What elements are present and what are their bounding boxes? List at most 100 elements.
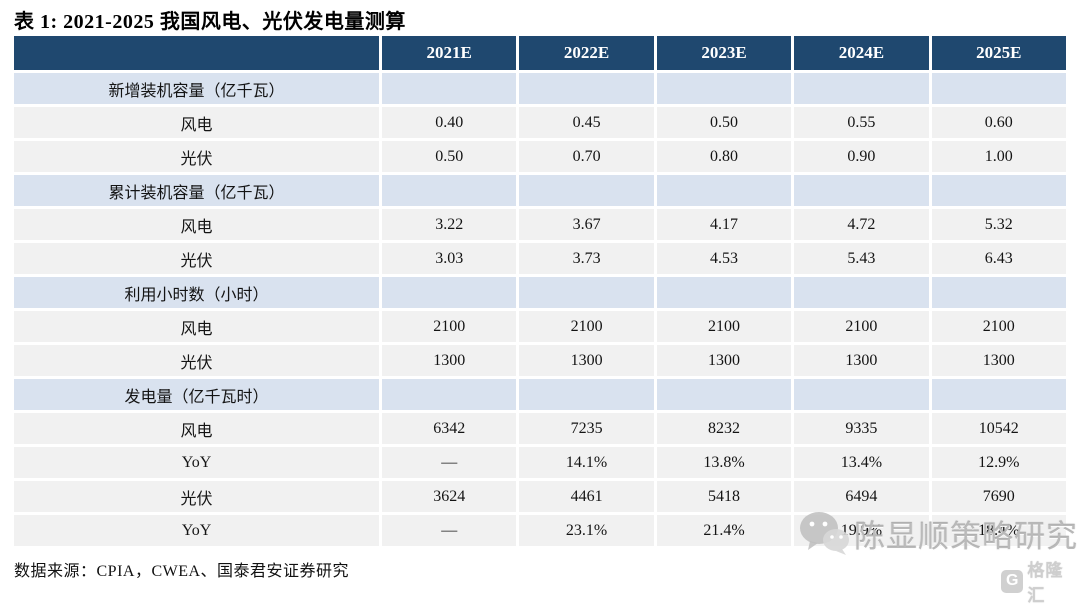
cell-value: 0.50: [656, 107, 792, 138]
header-cell-year: 2023E: [656, 36, 792, 70]
cell-value: 5.32: [931, 209, 1066, 240]
cell-value: [382, 379, 517, 410]
cell-value: 23.1%: [519, 515, 654, 546]
cell-value: [656, 379, 792, 410]
cell-value: 1300: [382, 345, 517, 376]
cell-value: 21.4%: [656, 515, 792, 546]
cell-value: 7690: [931, 481, 1066, 512]
section-label: 累计装机容量（亿千瓦）: [14, 175, 379, 206]
cell-value: 12.9%: [931, 447, 1066, 478]
cell-value: 8232: [656, 413, 792, 444]
table-row-section: 新增装机容量（亿千瓦）: [14, 73, 1066, 104]
table-row: 风电 3.22 3.67 4.17 4.72 5.32: [14, 209, 1066, 240]
cell-value: [656, 175, 792, 206]
cell-value: 3.73: [519, 243, 654, 274]
data-source-note: 数据来源：CPIA，CWEA、国泰君安证券研究: [14, 563, 350, 580]
table-row: 风电 2100 2100 2100 2100 2100: [14, 311, 1066, 342]
cell-value: 0.60: [931, 107, 1066, 138]
cell-value: [382, 277, 517, 308]
cell-value: 1300: [519, 345, 654, 376]
row-label: 光伏: [14, 345, 379, 376]
cell-value: [656, 277, 792, 308]
cell-value: [656, 73, 792, 104]
row-label: YoY: [14, 447, 379, 478]
table-row: YoY — 23.1% 21.4% 19.9% 18.4%: [14, 515, 1066, 546]
cell-value: [519, 175, 654, 206]
cell-value: 4.53: [656, 243, 792, 274]
cell-value: 1300: [656, 345, 792, 376]
cell-value: [519, 379, 654, 410]
cell-value: [519, 73, 654, 104]
cell-value: 1300: [931, 345, 1066, 376]
data-table: 2021E 2022E 2023E 2024E 2025E 新增装机容量（亿千瓦…: [14, 36, 1066, 549]
section-label: 发电量（亿千瓦时）: [14, 379, 379, 410]
cell-value: 0.80: [656, 141, 792, 172]
cell-value: 6494: [794, 481, 929, 512]
cell-value: 2100: [656, 311, 792, 342]
cell-value: 1.00: [931, 141, 1066, 172]
cell-value: [931, 379, 1066, 410]
table-row: 光伏 3624 4461 5418 6494 7690: [14, 481, 1066, 512]
row-label: 光伏: [14, 141, 379, 172]
gelonghui-icon: G: [1001, 569, 1024, 593]
row-label: 风电: [14, 311, 379, 342]
table-row: 风电 6342 7235 8232 9335 10542: [14, 413, 1066, 444]
table-row-section: 利用小时数（小时）: [14, 277, 1066, 308]
cell-value: 1300: [794, 345, 929, 376]
cell-value: 3.22: [382, 209, 517, 240]
table-row-section: 累计装机容量（亿千瓦）: [14, 175, 1066, 206]
cell-value: 3.03: [382, 243, 517, 274]
cell-value: [519, 277, 654, 308]
table-row: 光伏 3.03 3.73 4.53 5.43 6.43: [14, 243, 1066, 274]
cell-value: [794, 379, 929, 410]
cell-value: 0.45: [519, 107, 654, 138]
cell-value: 0.40: [382, 107, 517, 138]
gelonghui-logo-text: 格隆汇: [1027, 561, 1064, 605]
cell-value: [931, 277, 1066, 308]
cell-value: [931, 175, 1066, 206]
cell-value: 2100: [931, 311, 1066, 342]
cell-value: 7235: [519, 413, 654, 444]
cell-value: 6342: [382, 413, 517, 444]
cell-value: [794, 73, 929, 104]
cell-value: 13.4%: [794, 447, 929, 478]
row-label: 风电: [14, 107, 379, 138]
cell-value: [794, 277, 929, 308]
row-label: 风电: [14, 209, 379, 240]
cell-value: —: [382, 515, 517, 546]
cell-value: 13.8%: [656, 447, 792, 478]
header-cell-year: 2025E: [931, 36, 1066, 70]
cell-value: 2100: [794, 311, 929, 342]
cell-value: [794, 175, 929, 206]
cell-value: 9335: [794, 413, 929, 444]
section-label: 利用小时数（小时）: [14, 277, 379, 308]
row-label: 光伏: [14, 481, 379, 512]
table-row: YoY — 14.1% 13.8% 13.4% 12.9%: [14, 447, 1066, 478]
cell-value: 6.43: [931, 243, 1066, 274]
cell-value: [382, 73, 517, 104]
section-label: 新增装机容量（亿千瓦）: [14, 73, 379, 104]
cell-value: 2100: [382, 311, 517, 342]
header-cell-year: 2022E: [519, 36, 654, 70]
header-cell-year: 2021E: [382, 36, 517, 70]
cell-value: 3.67: [519, 209, 654, 240]
cell-value: 5418: [656, 481, 792, 512]
cell-value: 5.43: [794, 243, 929, 274]
cell-value: 0.70: [519, 141, 654, 172]
table-row: 光伏 1300 1300 1300 1300 1300: [14, 345, 1066, 376]
cell-value: 10542: [931, 413, 1066, 444]
page-title: 表 1: 2021-2025 我国风电、光伏发电量测算: [14, 11, 406, 33]
table-row-section: 发电量（亿千瓦时）: [14, 379, 1066, 410]
cell-value: 3624: [382, 481, 517, 512]
table-header-row: 2021E 2022E 2023E 2024E 2025E: [14, 36, 1066, 70]
cell-value: —: [382, 447, 517, 478]
cell-value: 4.72: [794, 209, 929, 240]
cell-value: [382, 175, 517, 206]
cell-value: 0.90: [794, 141, 929, 172]
cell-value: 19.9%: [794, 515, 929, 546]
header-cell-blank: [14, 36, 379, 70]
gelonghui-logo: G 格隆汇: [1001, 556, 1080, 606]
table-row: 风电 0.40 0.45 0.50 0.55 0.60: [14, 107, 1066, 138]
cell-value: 18.4%: [931, 515, 1066, 546]
table-row: 光伏 0.50 0.70 0.80 0.90 1.00: [14, 141, 1066, 172]
